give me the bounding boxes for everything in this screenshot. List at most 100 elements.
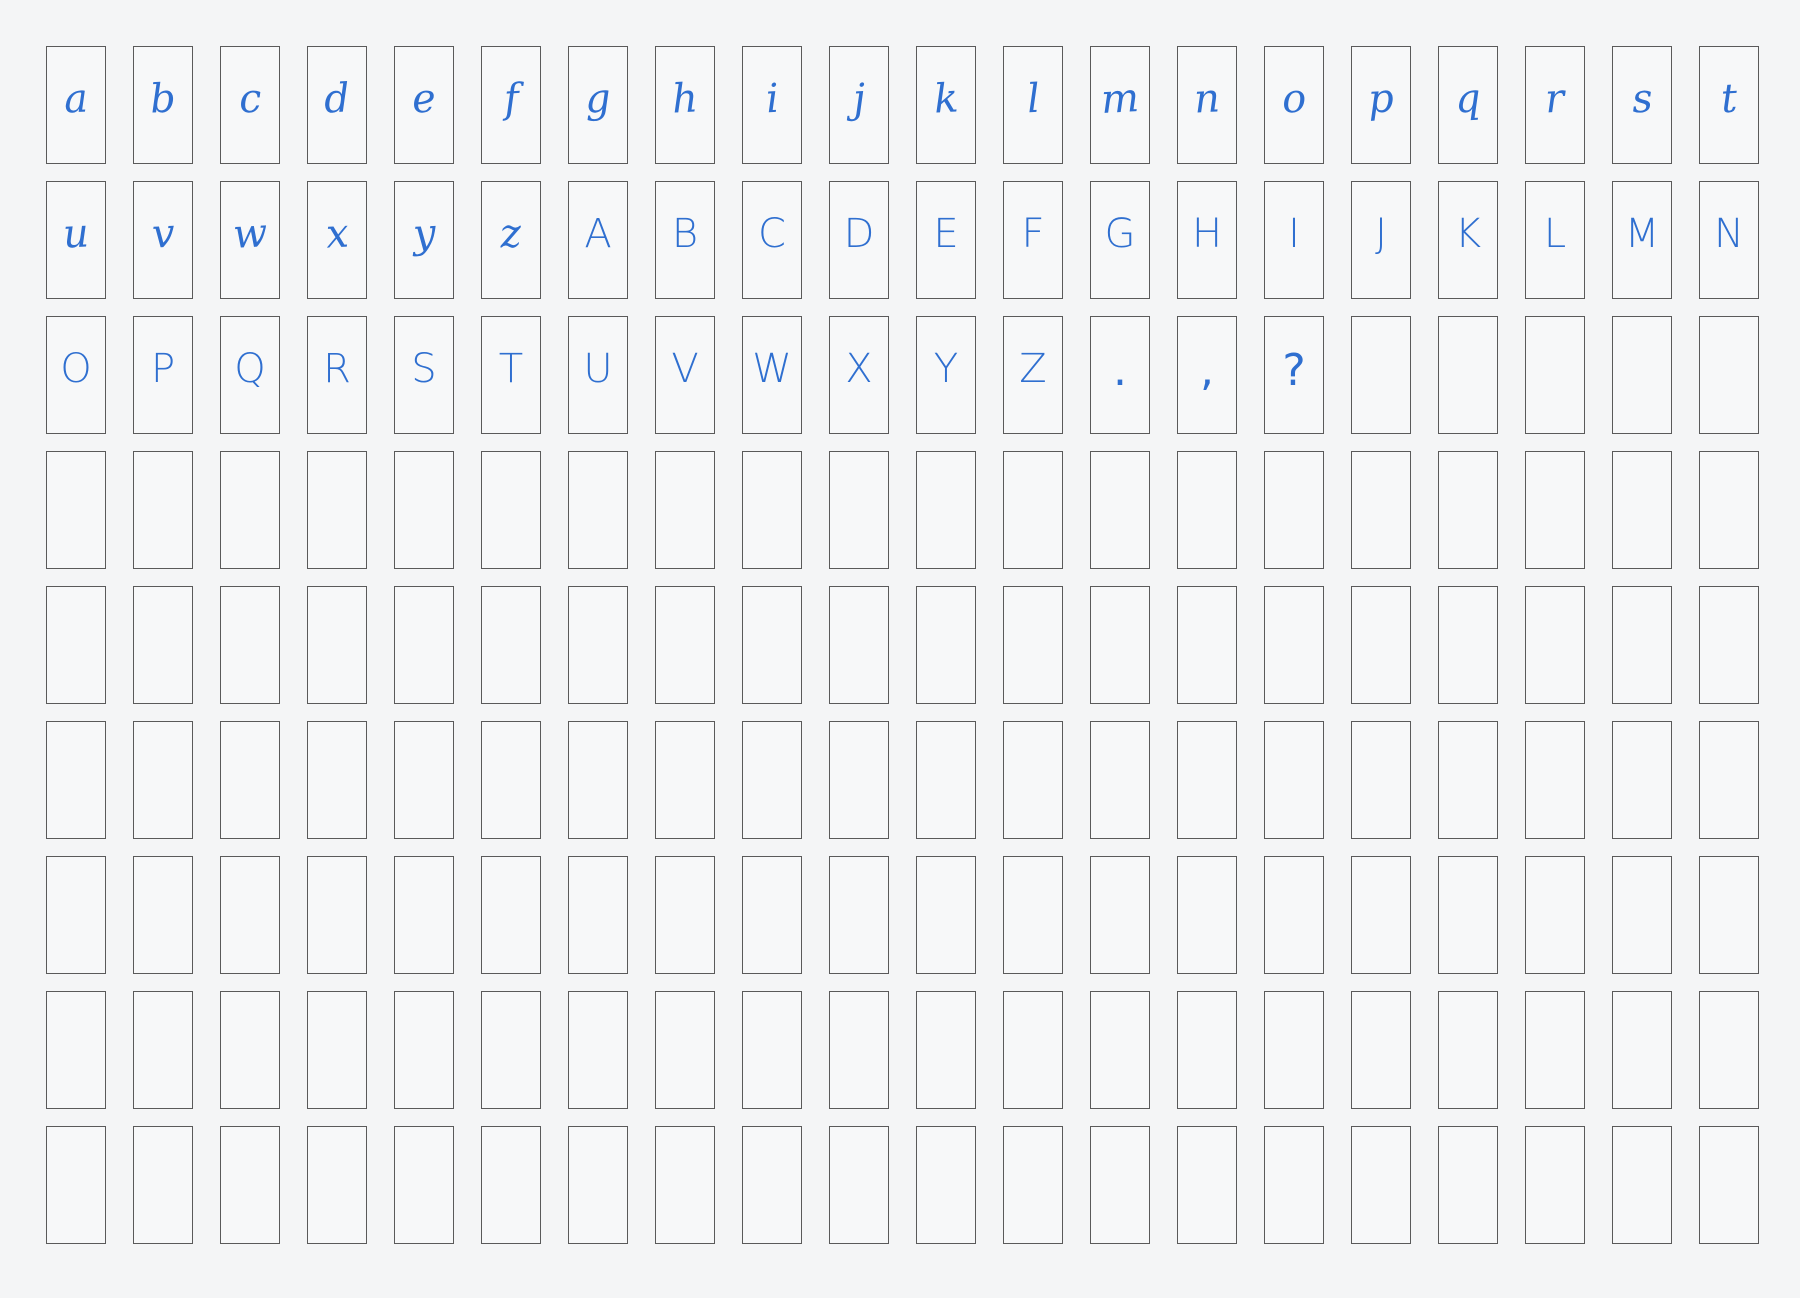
- empty-character-box: [1699, 1126, 1759, 1244]
- character-box: C: [742, 181, 802, 299]
- empty-character-box: [1438, 856, 1498, 974]
- handwritten-character: i: [764, 75, 780, 123]
- empty-character-box: [307, 721, 367, 839]
- empty-character-box: [916, 721, 976, 839]
- handwritten-character: x: [324, 210, 350, 258]
- handwritten-character: n: [1192, 75, 1222, 123]
- character-box: H: [1177, 181, 1237, 299]
- handwritten-character: f: [502, 75, 520, 123]
- character-box: T: [481, 316, 541, 434]
- empty-character-box: [1177, 991, 1237, 1109]
- empty-character-box: [1612, 991, 1672, 1109]
- empty-character-box: [133, 721, 193, 839]
- handwritten-character: G: [1104, 211, 1136, 257]
- character-box: t: [1699, 46, 1759, 164]
- empty-character-box: [394, 586, 454, 704]
- empty-character-box: [1090, 451, 1150, 569]
- empty-character-box: [220, 856, 280, 974]
- character-box: Y: [916, 316, 976, 434]
- empty-character-box: [829, 586, 889, 704]
- handwritten-character: k: [932, 75, 960, 123]
- empty-character-box: [1264, 856, 1324, 974]
- empty-character-box: [916, 991, 976, 1109]
- handwritten-character: h: [670, 75, 700, 123]
- character-box: h: [655, 46, 715, 164]
- empty-character-box: [1612, 1126, 1672, 1244]
- empty-character-box: [481, 721, 541, 839]
- empty-character-box: [829, 856, 889, 974]
- empty-character-box: [1699, 451, 1759, 569]
- empty-character-box: [1438, 1126, 1498, 1244]
- empty-character-box: [1351, 856, 1411, 974]
- empty-character-box: [394, 1126, 454, 1244]
- character-box: x: [307, 181, 367, 299]
- empty-character-box: [1438, 451, 1498, 569]
- empty-character-box: [655, 451, 715, 569]
- empty-character-box: [1090, 1126, 1150, 1244]
- empty-character-box: [1525, 586, 1585, 704]
- character-box: V: [655, 316, 715, 434]
- empty-character-box: [220, 1126, 280, 1244]
- character-box: O: [46, 316, 106, 434]
- character-box: c: [220, 46, 280, 164]
- handwritten-character: E: [933, 211, 959, 257]
- handwritten-character: g: [584, 75, 612, 123]
- empty-character-box: [655, 721, 715, 839]
- empty-character-box: [133, 451, 193, 569]
- empty-character-box: [1438, 991, 1498, 1109]
- handwritten-character: e: [410, 75, 438, 123]
- empty-character-box: [1351, 1126, 1411, 1244]
- empty-character-box: [46, 856, 106, 974]
- empty-character-box: [742, 721, 802, 839]
- handwritten-character: K: [1454, 211, 1482, 257]
- handwritten-character: L: [1543, 211, 1567, 257]
- handwritten-character: d: [323, 75, 351, 123]
- character-box: q: [1438, 46, 1498, 164]
- empty-character-box: [46, 991, 106, 1109]
- empty-character-box: [742, 586, 802, 704]
- empty-character-box: [829, 721, 889, 839]
- empty-character-box: [1090, 721, 1150, 839]
- character-box: K: [1438, 181, 1498, 299]
- character-box: I: [1264, 181, 1324, 299]
- empty-character-box: [307, 1126, 367, 1244]
- empty-character-box: [916, 451, 976, 569]
- character-box: G: [1090, 181, 1150, 299]
- empty-character-box: [394, 451, 454, 569]
- handwritten-character: C: [758, 211, 786, 257]
- handwritten-character: D: [843, 211, 875, 257]
- handwritten-character: A: [584, 211, 612, 257]
- handwritten-character: c: [237, 75, 263, 123]
- character-box: r: [1525, 46, 1585, 164]
- empty-character-box: [1699, 721, 1759, 839]
- handwritten-character: s: [1630, 75, 1654, 123]
- empty-character-box: [1351, 586, 1411, 704]
- handwritten-character: u: [61, 210, 91, 258]
- character-box: W: [742, 316, 802, 434]
- empty-character-box: [1438, 586, 1498, 704]
- handwritten-character: U: [583, 346, 613, 392]
- handwritten-character: T: [498, 346, 524, 392]
- handwritten-character: R: [323, 346, 351, 392]
- empty-character-box: [1525, 721, 1585, 839]
- character-box: .: [1090, 316, 1150, 434]
- handwritten-character: w: [231, 210, 269, 258]
- empty-character-box: [1525, 451, 1585, 569]
- character-box: ,: [1177, 316, 1237, 434]
- empty-character-box: [1177, 721, 1237, 839]
- handwritten-character: b: [149, 75, 177, 123]
- empty-character-box: [220, 721, 280, 839]
- character-box: v: [133, 181, 193, 299]
- character-box: e: [394, 46, 454, 164]
- empty-character-box: [829, 451, 889, 569]
- empty-character-box: [1003, 451, 1063, 569]
- handwritten-character: N: [1714, 211, 1744, 257]
- empty-character-box: [655, 856, 715, 974]
- empty-character-box: [133, 991, 193, 1109]
- character-box: w: [220, 181, 280, 299]
- empty-character-box: [220, 991, 280, 1109]
- handwritten-character: v: [150, 210, 176, 258]
- empty-character-box: [1699, 316, 1759, 434]
- empty-character-box: [1525, 991, 1585, 1109]
- character-box: A: [568, 181, 628, 299]
